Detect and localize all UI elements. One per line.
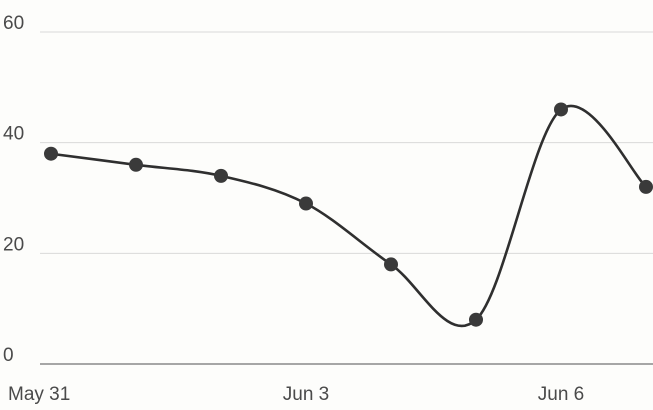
- x-tick-label: Jun 3: [283, 384, 329, 405]
- data-point-2: [214, 168, 228, 183]
- y-tick-label: 0: [3, 345, 14, 366]
- x-tick-label: Jun 6: [538, 384, 584, 405]
- y-tick-label: 40: [3, 124, 24, 145]
- series: [50, 104, 647, 328]
- x-axis-ticks: May 31 Jun 3 Jun 6: [8, 384, 584, 405]
- data-point-0: [44, 146, 58, 161]
- data-point-4: [384, 257, 398, 272]
- data-point-3: [299, 196, 313, 211]
- gridlines: [40, 31, 653, 254]
- data-point-5: [469, 312, 483, 327]
- x-tick-label: May 31: [8, 384, 70, 405]
- y-axis-ticks: 0 20 40 60: [3, 13, 24, 366]
- series-line-0: [50, 104, 647, 328]
- y-tick-label: 20: [3, 234, 24, 255]
- data-point-7: [639, 179, 653, 194]
- data-point-6: [554, 102, 568, 117]
- y-tick-label: 60: [3, 13, 24, 34]
- data-point-1: [129, 157, 143, 172]
- data-points: [44, 102, 653, 327]
